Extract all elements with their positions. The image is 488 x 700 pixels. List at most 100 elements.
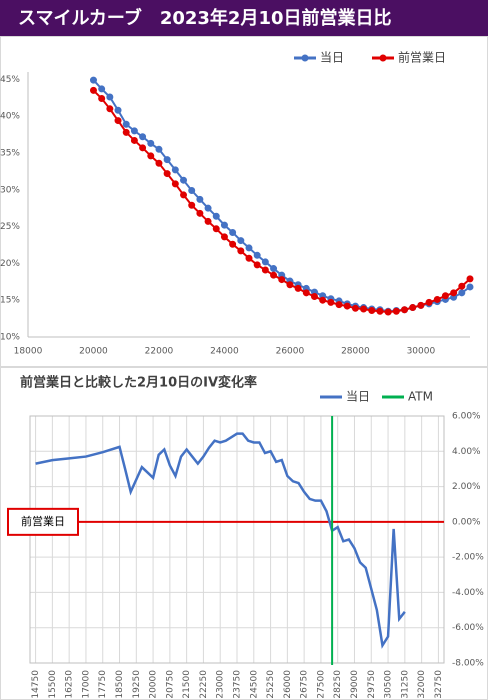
x-tick-label: 32000 bbox=[417, 670, 427, 699]
data-point bbox=[237, 237, 245, 245]
x-tick-label: 26000 bbox=[276, 347, 305, 357]
data-point bbox=[376, 307, 384, 315]
x-tick-label: 20750 bbox=[165, 670, 175, 699]
page-title: スマイルカーブ 2023年2月10日前営業日比 bbox=[18, 7, 392, 29]
data-point bbox=[368, 307, 376, 314]
x-tick-label: 17000 bbox=[81, 670, 91, 699]
x-tick-label: 20000 bbox=[149, 670, 159, 699]
chart-frame bbox=[0, 36, 488, 367]
chart: 10% 15% 20% 25% 30% 35% 40% 45% 18000 20000 22000 2… bbox=[0, 50, 474, 357]
legend-marker bbox=[301, 54, 309, 62]
y-tick-label: 35% bbox=[0, 148, 20, 158]
data-point bbox=[253, 261, 261, 269]
data-point bbox=[106, 105, 114, 113]
data-point bbox=[147, 139, 155, 147]
data-point bbox=[163, 156, 171, 164]
data-point bbox=[229, 228, 237, 236]
plot-frame bbox=[29, 415, 445, 664]
legend-marker bbox=[379, 54, 387, 62]
x-tick-label: 18500 bbox=[115, 670, 125, 699]
y-tick-label: 40% bbox=[0, 112, 20, 122]
data-point bbox=[466, 283, 474, 291]
data-point bbox=[180, 176, 188, 184]
x-tick-label: 24000 bbox=[210, 347, 239, 357]
data-point bbox=[98, 95, 106, 102]
data-point bbox=[450, 289, 458, 297]
data-point bbox=[417, 301, 425, 309]
data-point bbox=[163, 170, 171, 178]
data-point bbox=[261, 266, 269, 274]
data-point bbox=[425, 298, 433, 306]
data-point bbox=[245, 254, 253, 262]
data-point bbox=[360, 305, 368, 313]
data-point bbox=[261, 258, 269, 266]
x-tick-label: 15500 bbox=[48, 670, 58, 699]
x-tick-label: 19250 bbox=[132, 670, 142, 699]
data-point bbox=[237, 247, 245, 255]
data-point bbox=[220, 221, 228, 229]
y-tick-label: 45% bbox=[0, 75, 20, 85]
data-point bbox=[335, 301, 343, 309]
data-point bbox=[409, 304, 417, 312]
x-tick-label: 28000 bbox=[341, 347, 370, 357]
y-tick-label: 2.00% bbox=[452, 482, 481, 492]
data-point bbox=[196, 195, 204, 203]
data-point bbox=[458, 289, 466, 297]
y-tick-label: 15% bbox=[0, 296, 20, 306]
x-tick-label: 18000 bbox=[14, 347, 43, 357]
data-point bbox=[89, 86, 97, 94]
data-point bbox=[130, 136, 138, 144]
data-point bbox=[180, 191, 188, 199]
x-tick-label: 27500 bbox=[316, 670, 326, 699]
data-point bbox=[114, 106, 122, 114]
legend-label: 当日 bbox=[320, 51, 344, 65]
data-point bbox=[147, 152, 155, 160]
reference-label: 前営業日 bbox=[21, 514, 65, 528]
y-tick-label: -8.00% bbox=[452, 659, 484, 669]
y-tick-label: 20% bbox=[0, 259, 20, 269]
data-point bbox=[130, 127, 138, 135]
y-tick-label: -6.00% bbox=[452, 623, 484, 633]
data-point bbox=[89, 76, 97, 84]
x-tick-label: 24500 bbox=[249, 670, 259, 699]
data-point bbox=[220, 233, 228, 241]
data-point bbox=[229, 240, 237, 248]
x-tick-label: 29750 bbox=[367, 670, 377, 699]
reference-label-box bbox=[7, 507, 79, 536]
data-point bbox=[188, 201, 196, 209]
chart-title: 前営業日と比較した2月10日のIV変化率 bbox=[20, 375, 257, 391]
data-point bbox=[270, 265, 278, 273]
data-point bbox=[139, 133, 147, 141]
x-tick-label: 26000 bbox=[283, 670, 293, 699]
x-tick-label: 23000 bbox=[216, 670, 226, 699]
data-point bbox=[212, 212, 220, 220]
data-point bbox=[433, 295, 441, 303]
data-point bbox=[98, 85, 106, 93]
data-point bbox=[351, 304, 359, 312]
header-bar bbox=[0, 0, 488, 36]
data-point bbox=[171, 180, 179, 188]
y-tick-label: -2.00% bbox=[452, 553, 484, 563]
data-point bbox=[155, 159, 163, 167]
x-tick-label: 30500 bbox=[384, 670, 394, 699]
x-tick-label: 29000 bbox=[350, 670, 360, 699]
series-line bbox=[35, 432, 406, 649]
data-point bbox=[401, 306, 409, 314]
legend-label: 当日 bbox=[346, 390, 370, 404]
data-point bbox=[122, 128, 130, 136]
y-tick-label: 6.00% bbox=[452, 412, 481, 422]
x-tick-label: 32750 bbox=[434, 670, 444, 699]
x-tick-label: 23750 bbox=[233, 670, 243, 699]
x-tick-label: 31250 bbox=[400, 670, 410, 699]
data-point bbox=[319, 296, 327, 304]
y-tick-label: 0.00% bbox=[452, 517, 481, 527]
x-tick-label: 26750 bbox=[300, 670, 310, 699]
data-point bbox=[310, 293, 318, 301]
y-tick-label: 4.00% bbox=[452, 447, 481, 457]
data-point bbox=[458, 282, 466, 290]
data-point bbox=[270, 271, 278, 279]
x-tick-label: 20000 bbox=[79, 347, 108, 357]
data-point bbox=[155, 145, 163, 153]
data-point bbox=[114, 117, 122, 125]
